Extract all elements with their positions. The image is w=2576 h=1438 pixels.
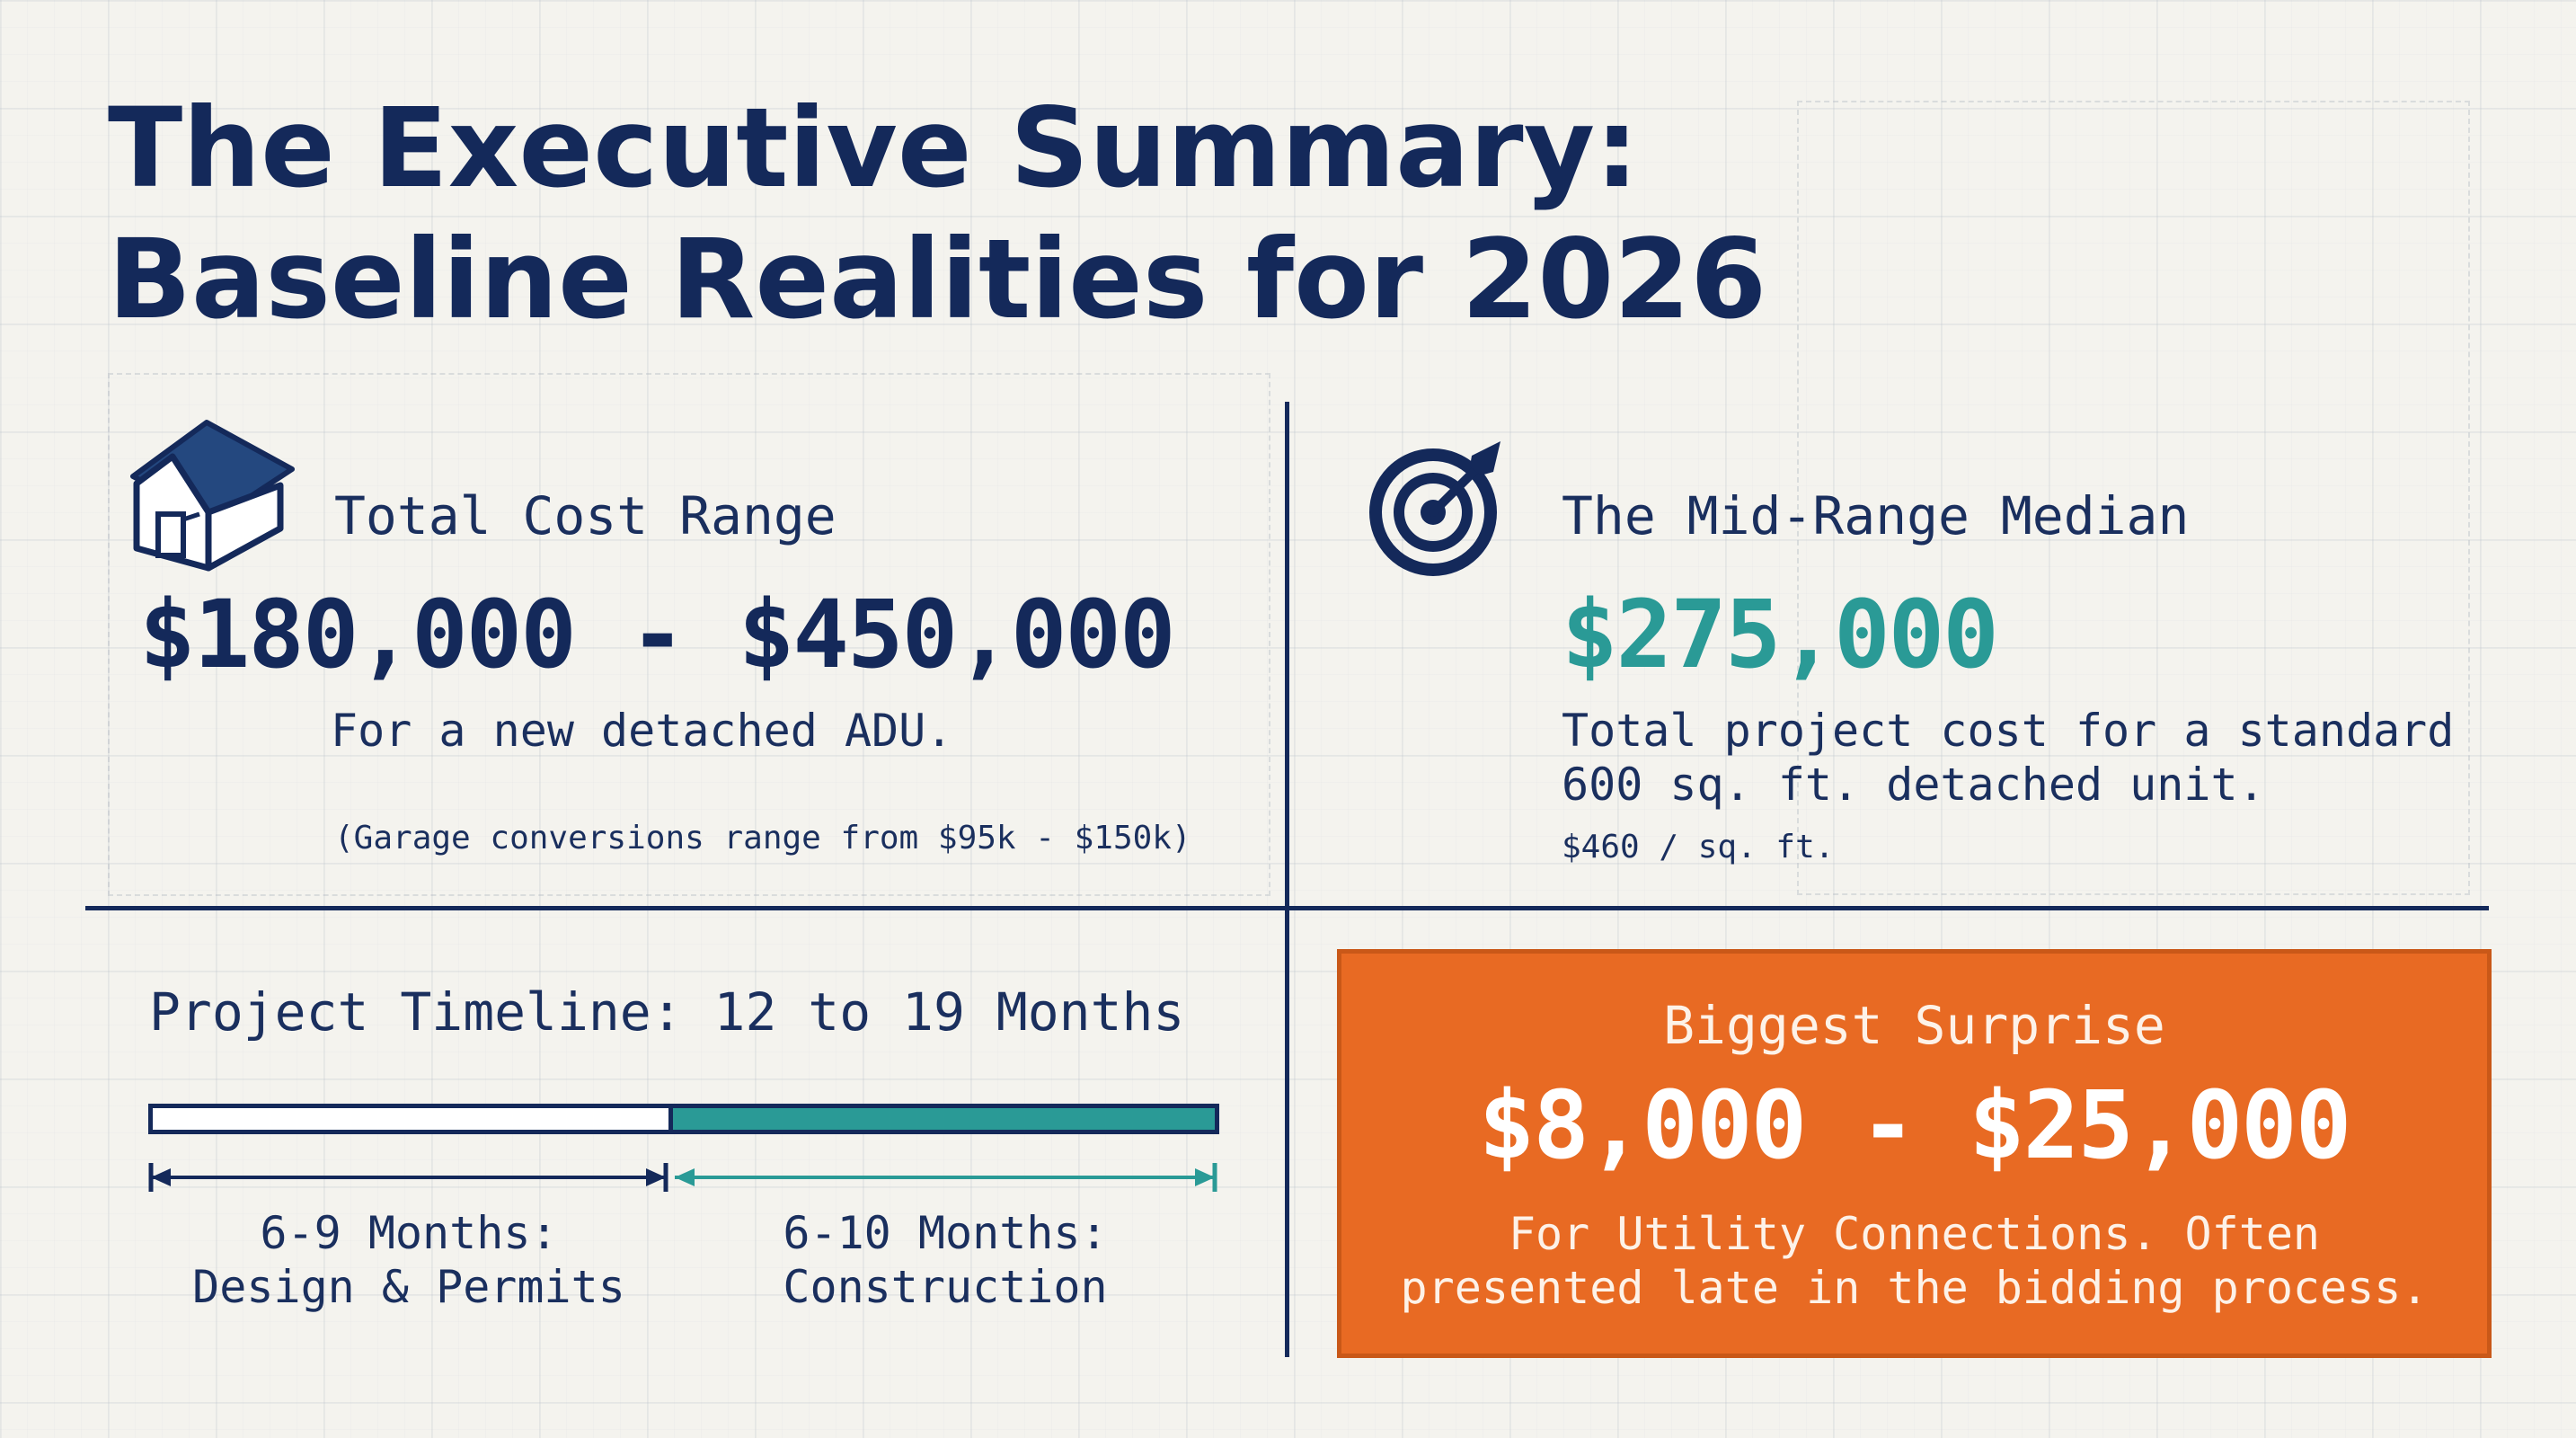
- target-icon: [1366, 436, 1509, 580]
- design-phase-arrow: [148, 1163, 668, 1192]
- median-description: Total project cost for a standard 600 sq…: [1562, 704, 2454, 812]
- median-value: $275,000: [1562, 580, 1999, 689]
- total-cost-note: (Garage conversions range from $95k - $1…: [334, 820, 1191, 857]
- median-note: $460 / sq. ft.: [1562, 829, 1835, 865]
- title-line-1: The Executive Summary:: [108, 84, 1639, 212]
- construction-phase-duration: 6-10 Months:: [783, 1207, 1108, 1259]
- total-cost-description: For a new detached ADU.: [331, 705, 953, 757]
- design-phase-duration: 6-9 Months:: [260, 1207, 558, 1259]
- surprise-value: $8,000 - $25,000: [1478, 1070, 2352, 1180]
- surprise-box: Biggest Surprise $8,000 - $25,000 For Ut…: [1337, 949, 2492, 1358]
- timeline-label: Project Timeline: 12 to 19 Months: [149, 981, 1185, 1043]
- timeline-bar-split: [668, 1108, 673, 1130]
- median-description-line-2: 600 sq. ft. detached unit.: [1562, 759, 2265, 811]
- construction-phase-label: 6-10 Months: Construction: [676, 1206, 1215, 1314]
- design-phase-label: 6-9 Months: Design & Permits: [144, 1206, 674, 1314]
- background-frame: [1797, 101, 2470, 895]
- page-title: The Executive Summary: Baseline Realitie…: [108, 83, 1766, 345]
- median-description-line-1: Total project cost for a standard: [1562, 705, 2455, 757]
- surprise-description-line-1: For Utility Connections. Often: [1508, 1208, 2321, 1260]
- timeline-bar: [148, 1104, 1219, 1134]
- median-label: The Mid-Range Median: [1562, 485, 2190, 546]
- timeline-bar-construction-fill: [670, 1108, 1215, 1130]
- surprise-description-line-2: presented late in the bidding process.: [1400, 1262, 2429, 1314]
- construction-phase-arrow: [675, 1163, 1217, 1192]
- design-phase-name: Design & Permits: [192, 1261, 625, 1313]
- vertical-divider: [1285, 402, 1289, 1357]
- horizontal-divider: [85, 906, 2489, 910]
- background-frame: [108, 373, 1270, 896]
- total-cost-value: $180,000 - $450,000: [139, 580, 1176, 689]
- timeline-arrows: [144, 1159, 1222, 1195]
- title-line-2: Baseline Realities for 2026: [108, 216, 1767, 343]
- house-icon: [126, 413, 297, 575]
- surprise-description: For Utility Connections. Often presented…: [1341, 1207, 2487, 1315]
- construction-phase-name: Construction: [783, 1261, 1108, 1313]
- total-cost-label: Total Cost Range: [334, 485, 837, 546]
- surprise-label: Biggest Surprise: [1663, 995, 2165, 1056]
